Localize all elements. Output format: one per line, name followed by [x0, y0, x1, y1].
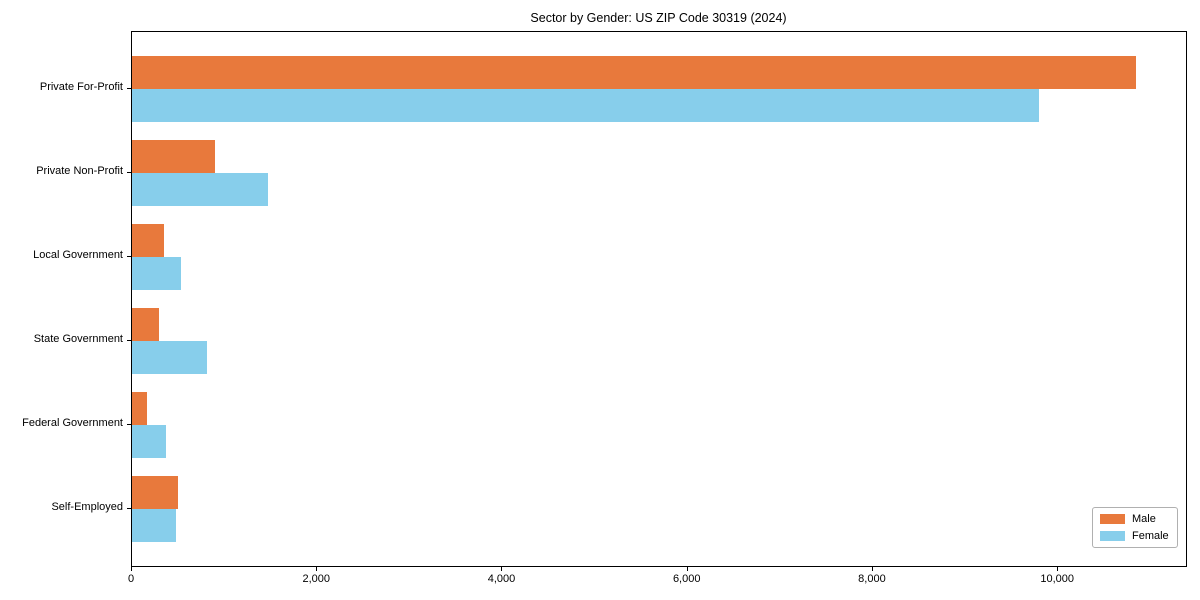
y-tick-mark: [127, 88, 131, 89]
plot-area: [131, 31, 1187, 567]
bar-male-4: [132, 392, 147, 425]
bar-female-3: [132, 341, 208, 374]
legend-item-female: Female: [1100, 530, 1169, 542]
x-tick-label: 4,000: [487, 573, 516, 585]
bar-female-2: [132, 257, 182, 290]
bar-male-5: [132, 476, 178, 509]
y-tick-label: Private Non-Profit: [36, 165, 123, 177]
bar-male-3: [132, 308, 160, 341]
y-tick-mark: [127, 340, 131, 341]
y-tick-label: State Government: [33, 333, 123, 345]
y-tick-mark: [127, 256, 131, 257]
x-tick-mark: [501, 567, 503, 571]
x-tick-label: 10,000: [1040, 573, 1074, 585]
x-tick-label: 6,000: [672, 573, 701, 585]
x-tick-mark: [871, 567, 873, 571]
y-tick-mark: [127, 172, 131, 173]
bar-male-1: [132, 140, 216, 173]
bar-female-1: [132, 173, 268, 206]
bar-female-4: [132, 425, 166, 458]
x-tick-mark: [131, 567, 132, 571]
y-tick-mark: [127, 424, 131, 425]
bar-male-2: [132, 224, 164, 257]
y-tick-label: Self-Employed: [51, 501, 123, 513]
chart-title: Sector by Gender: US ZIP Code 30319 (202…: [530, 11, 787, 25]
y-tick-label: Federal Government: [22, 417, 123, 429]
x-tick-label: 8,000: [858, 573, 886, 585]
bar-female-5: [132, 509, 176, 542]
male-swatch-icon: [1100, 514, 1125, 524]
x-tick-label: 2,000: [302, 573, 330, 585]
x-tick-label: 0: [127, 573, 135, 585]
bar-female-0: [132, 89, 1039, 122]
legend-label-female: Female: [1132, 530, 1169, 542]
bar-male-0: [132, 56, 1136, 89]
x-tick-mark: [1057, 567, 1059, 571]
y-tick-label: Local Government: [33, 249, 123, 261]
female-swatch-icon: [1100, 531, 1125, 541]
y-tick-mark: [127, 508, 131, 509]
legend: Male Female: [1092, 507, 1178, 548]
x-tick-mark: [316, 567, 318, 571]
y-tick-label: Private For-Profit: [39, 81, 123, 93]
legend-label-male: Male: [1132, 513, 1156, 525]
legend-item-male: Male: [1100, 513, 1169, 525]
x-tick-mark: [686, 567, 688, 571]
